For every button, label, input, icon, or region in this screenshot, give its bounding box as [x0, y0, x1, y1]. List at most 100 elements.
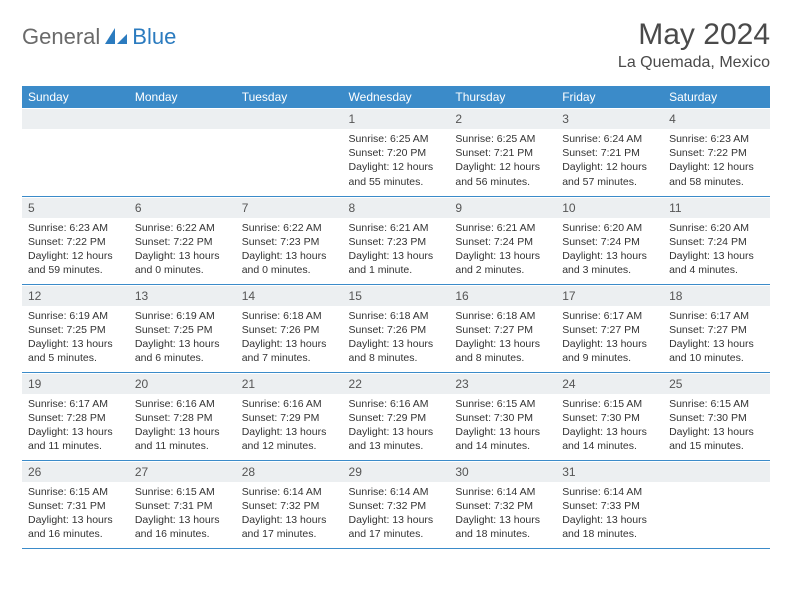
day-body: Sunrise: 6:17 AMSunset: 7:27 PMDaylight:…: [663, 306, 770, 369]
calendar-day-cell: 13Sunrise: 6:19 AMSunset: 7:25 PMDayligh…: [129, 284, 236, 372]
daylight-text: Daylight: 13 hours and 14 minutes.: [562, 425, 657, 453]
daylight-text: Daylight: 13 hours and 2 minutes.: [455, 249, 550, 277]
daylight-text: Daylight: 12 hours and 56 minutes.: [455, 160, 550, 188]
sunrise-text: Sunrise: 6:18 AM: [242, 309, 337, 323]
day-number: 31: [556, 461, 663, 482]
daylight-text: Daylight: 13 hours and 10 minutes.: [669, 337, 764, 365]
day-body: Sunrise: 6:18 AMSunset: 7:26 PMDaylight:…: [343, 306, 450, 369]
daylight-text: Daylight: 13 hours and 0 minutes.: [242, 249, 337, 277]
daylight-text: Daylight: 13 hours and 3 minutes.: [562, 249, 657, 277]
day-number: 29: [343, 461, 450, 482]
daylight-text: Daylight: 13 hours and 12 minutes.: [242, 425, 337, 453]
day-body: Sunrise: 6:14 AMSunset: 7:33 PMDaylight:…: [556, 482, 663, 545]
daylight-text: Daylight: 13 hours and 18 minutes.: [562, 513, 657, 541]
day-number: 18: [663, 285, 770, 306]
daylight-text: Daylight: 13 hours and 17 minutes.: [349, 513, 444, 541]
day-body: Sunrise: 6:15 AMSunset: 7:30 PMDaylight:…: [449, 394, 556, 457]
day-number: 27: [129, 461, 236, 482]
weekday-sunday: Sunday: [22, 86, 129, 108]
daylight-text: Daylight: 13 hours and 5 minutes.: [28, 337, 123, 365]
daylight-text: Daylight: 13 hours and 16 minutes.: [135, 513, 230, 541]
calendar-day-cell: 19Sunrise: 6:17 AMSunset: 7:28 PMDayligh…: [22, 372, 129, 460]
day-number: 12: [22, 285, 129, 306]
sunrise-text: Sunrise: 6:15 AM: [455, 397, 550, 411]
sunrise-text: Sunrise: 6:15 AM: [669, 397, 764, 411]
day-body: Sunrise: 6:14 AMSunset: 7:32 PMDaylight:…: [343, 482, 450, 545]
day-body: Sunrise: 6:14 AMSunset: 7:32 PMDaylight:…: [449, 482, 556, 545]
calendar-day-cell: 31Sunrise: 6:14 AMSunset: 7:33 PMDayligh…: [556, 460, 663, 548]
calendar-day-cell: 26Sunrise: 6:15 AMSunset: 7:31 PMDayligh…: [22, 460, 129, 548]
daylight-text: Daylight: 13 hours and 16 minutes.: [28, 513, 123, 541]
sunset-text: Sunset: 7:22 PM: [669, 146, 764, 160]
sunrise-text: Sunrise: 6:19 AM: [28, 309, 123, 323]
sunset-text: Sunset: 7:32 PM: [242, 499, 337, 513]
sunrise-text: Sunrise: 6:22 AM: [242, 221, 337, 235]
sunset-text: Sunset: 7:29 PM: [242, 411, 337, 425]
calendar-day-cell: 5Sunrise: 6:23 AMSunset: 7:22 PMDaylight…: [22, 196, 129, 284]
day-body: Sunrise: 6:25 AMSunset: 7:20 PMDaylight:…: [343, 129, 450, 192]
sunrise-text: Sunrise: 6:21 AM: [349, 221, 444, 235]
day-number: 15: [343, 285, 450, 306]
sunrise-text: Sunrise: 6:17 AM: [28, 397, 123, 411]
day-body: Sunrise: 6:16 AMSunset: 7:28 PMDaylight:…: [129, 394, 236, 457]
day-number: 22: [343, 373, 450, 394]
sunset-text: Sunset: 7:32 PM: [455, 499, 550, 513]
day-number: 11: [663, 197, 770, 218]
sunrise-text: Sunrise: 6:16 AM: [135, 397, 230, 411]
day-number: 9: [449, 197, 556, 218]
sunset-text: Sunset: 7:29 PM: [349, 411, 444, 425]
calendar-day-cell: 11Sunrise: 6:20 AMSunset: 7:24 PMDayligh…: [663, 196, 770, 284]
calendar-day-cell: 10Sunrise: 6:20 AMSunset: 7:24 PMDayligh…: [556, 196, 663, 284]
sunrise-text: Sunrise: 6:14 AM: [242, 485, 337, 499]
daylight-text: Daylight: 13 hours and 0 minutes.: [135, 249, 230, 277]
day-number-empty: [236, 108, 343, 129]
daylight-text: Daylight: 13 hours and 11 minutes.: [28, 425, 123, 453]
sunset-text: Sunset: 7:28 PM: [28, 411, 123, 425]
sunset-text: Sunset: 7:21 PM: [562, 146, 657, 160]
calendar-day-cell: [236, 108, 343, 196]
day-body: Sunrise: 6:25 AMSunset: 7:21 PMDaylight:…: [449, 129, 556, 192]
calendar-day-cell: 14Sunrise: 6:18 AMSunset: 7:26 PMDayligh…: [236, 284, 343, 372]
day-body: Sunrise: 6:20 AMSunset: 7:24 PMDaylight:…: [556, 218, 663, 281]
daylight-text: Daylight: 12 hours and 57 minutes.: [562, 160, 657, 188]
sunrise-text: Sunrise: 6:21 AM: [455, 221, 550, 235]
calendar-day-cell: 7Sunrise: 6:22 AMSunset: 7:23 PMDaylight…: [236, 196, 343, 284]
daylight-text: Daylight: 13 hours and 13 minutes.: [349, 425, 444, 453]
weekday-tuesday: Tuesday: [236, 86, 343, 108]
sunrise-text: Sunrise: 6:15 AM: [135, 485, 230, 499]
calendar-day-cell: 24Sunrise: 6:15 AMSunset: 7:30 PMDayligh…: [556, 372, 663, 460]
sunrise-text: Sunrise: 6:18 AM: [349, 309, 444, 323]
calendar-day-cell: 15Sunrise: 6:18 AMSunset: 7:26 PMDayligh…: [343, 284, 450, 372]
day-body: Sunrise: 6:16 AMSunset: 7:29 PMDaylight:…: [236, 394, 343, 457]
sunset-text: Sunset: 7:21 PM: [455, 146, 550, 160]
calendar-day-cell: 30Sunrise: 6:14 AMSunset: 7:32 PMDayligh…: [449, 460, 556, 548]
daylight-text: Daylight: 13 hours and 7 minutes.: [242, 337, 337, 365]
location: La Quemada, Mexico: [618, 54, 770, 72]
sunrise-text: Sunrise: 6:25 AM: [349, 132, 444, 146]
day-number: 7: [236, 197, 343, 218]
day-number: 23: [449, 373, 556, 394]
sunset-text: Sunset: 7:31 PM: [135, 499, 230, 513]
calendar-day-cell: [22, 108, 129, 196]
sunset-text: Sunset: 7:22 PM: [28, 235, 123, 249]
calendar-body: 1Sunrise: 6:25 AMSunset: 7:20 PMDaylight…: [22, 108, 770, 548]
sunrise-text: Sunrise: 6:15 AM: [562, 397, 657, 411]
daylight-text: Daylight: 13 hours and 8 minutes.: [455, 337, 550, 365]
logo: General Blue: [22, 18, 176, 50]
day-body: Sunrise: 6:15 AMSunset: 7:30 PMDaylight:…: [663, 394, 770, 457]
calendar-day-cell: [129, 108, 236, 196]
day-body: Sunrise: 6:17 AMSunset: 7:27 PMDaylight:…: [556, 306, 663, 369]
day-number: 20: [129, 373, 236, 394]
sunrise-text: Sunrise: 6:18 AM: [455, 309, 550, 323]
day-number: 26: [22, 461, 129, 482]
day-body: Sunrise: 6:15 AMSunset: 7:31 PMDaylight:…: [22, 482, 129, 545]
calendar-day-cell: 18Sunrise: 6:17 AMSunset: 7:27 PMDayligh…: [663, 284, 770, 372]
sunrise-text: Sunrise: 6:14 AM: [349, 485, 444, 499]
daylight-text: Daylight: 13 hours and 6 minutes.: [135, 337, 230, 365]
calendar-week-row: 5Sunrise: 6:23 AMSunset: 7:22 PMDaylight…: [22, 196, 770, 284]
daylight-text: Daylight: 13 hours and 4 minutes.: [669, 249, 764, 277]
daylight-text: Daylight: 13 hours and 8 minutes.: [349, 337, 444, 365]
logo-text-blue: Blue: [132, 24, 176, 50]
day-number: 1: [343, 108, 450, 129]
calendar-day-cell: 2Sunrise: 6:25 AMSunset: 7:21 PMDaylight…: [449, 108, 556, 196]
